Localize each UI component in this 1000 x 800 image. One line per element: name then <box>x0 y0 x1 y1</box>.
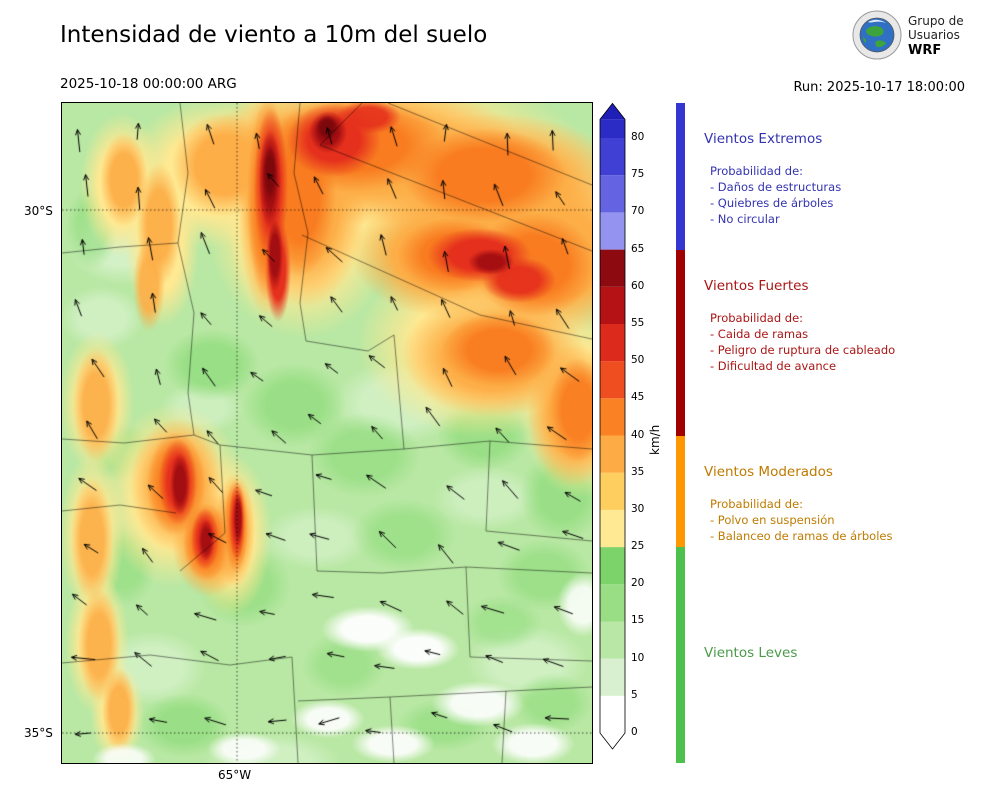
lon-label-65w: 65°W <box>218 768 252 782</box>
legend-prob-item: - Caida de ramas <box>710 326 809 341</box>
colorbar-outline <box>599 102 626 750</box>
legend-bar-fuertes <box>676 249 685 436</box>
colorbar-tick-label: 5 <box>631 688 638 701</box>
legend-bar-extremos <box>676 103 685 250</box>
colorbar-tick-label: 35 <box>631 465 645 478</box>
legend-prob-item: - Peligro de ruptura de cableado <box>710 342 896 357</box>
legend-label-moderados: Vientos Moderados <box>704 463 833 480</box>
colorbar-segment <box>600 398 625 436</box>
colorbar-segment <box>600 658 625 696</box>
legend-prob-item: - Daños de estructuras <box>710 180 842 194</box>
colorbar-tick-label: 80 <box>631 131 645 143</box>
legend-prob-item: - Balanceo de ramas de árboles <box>710 528 893 543</box>
legend-prob-item: - No circular <box>710 212 780 226</box>
legend-probabilities-moderados: Probabilidad de: - Polvo en suspensión - B… <box>710 496 892 544</box>
legend-prob-item: - Polvo en suspensión <box>710 512 835 527</box>
colorbar-tick-label: 15 <box>631 614 645 627</box>
legend-prob-item: - Quiebres de árboles <box>710 196 834 210</box>
model-run-label: Run: 2025-10-17 18:00:00 <box>793 80 965 95</box>
colorbar-segment <box>600 323 625 362</box>
valid-time-label: 2025-10-18 00:00:00 ARG <box>60 76 237 92</box>
legend-label-leves: Vientos Leves <box>704 645 798 662</box>
colorbar-segment <box>600 138 625 176</box>
colorbar-segment <box>600 361 625 399</box>
wind-map-canvas <box>61 102 593 764</box>
colorbar-segment <box>600 621 625 659</box>
legend-bar-moderados <box>676 435 685 548</box>
colorbar-segment <box>600 547 625 585</box>
colorbar-segment <box>600 695 625 733</box>
colorbar-segment <box>600 472 625 510</box>
legend-probabilities-extremos: Probabilidad de: - Daños de estructuras - … <box>710 163 841 227</box>
colorbar-extend-up-arrow <box>600 103 625 120</box>
colorbar-over-segment <box>600 119 625 138</box>
colorbar-segment <box>600 584 625 622</box>
legend-prob-item: - Dificultad de avance <box>710 358 837 373</box>
colorbar-tick-label: 30 <box>631 502 645 515</box>
colorbar-tick-label: 50 <box>631 354 645 367</box>
colorbar-tick-label: 20 <box>631 577 645 590</box>
colorbar-tick-label: 65 <box>631 242 645 255</box>
wrf-users-group-logo: Grupo de Usuarios WRF <box>852 8 992 64</box>
colorbar-tick-label: 70 <box>631 205 645 218</box>
logo-org-line1: Grupo de <box>908 14 964 28</box>
colorbar-tick-label: 60 <box>631 279 645 292</box>
colorbar-tick-label: 10 <box>631 651 645 664</box>
colorbar-segment <box>600 509 625 548</box>
legend-label-extremos: Vientos Extremos <box>704 131 823 147</box>
page-title: Intensidad de viento a 10m del suelo <box>60 22 488 48</box>
logo-org-line2: Usuarios <box>908 28 960 42</box>
colorbar-segment <box>600 435 625 473</box>
colorbar-tick-label: 45 <box>631 391 645 404</box>
legend-bar-leves <box>676 547 685 763</box>
lat-label-35s: 35°S <box>24 726 53 740</box>
colorbar-segment <box>600 249 625 287</box>
legend-label-fuertes: Vientos Fuertes <box>704 277 809 294</box>
colorbar-segment <box>600 286 625 324</box>
legend-probabilities-fuertes: Probabilidad de: - Caida de ramas - Peligr… <box>710 310 895 374</box>
legend-prob-label: Probabilidad de: <box>710 496 804 511</box>
colorbar-tick-label: 25 <box>631 540 645 553</box>
lat-label-30s: 30°S <box>24 204 53 218</box>
legend-prob-label: Probabilidad de: <box>710 310 804 325</box>
colorbar-extend-down-arrow <box>600 733 625 749</box>
colorbar-segment <box>600 175 625 213</box>
globe-icon <box>852 10 902 60</box>
colorbar-segment <box>600 212 625 250</box>
legend-prob-label: Probabilidad de: <box>710 164 804 178</box>
colorbar-tick-label: 75 <box>631 168 645 181</box>
colorbar-tick-label: 0 <box>631 726 638 738</box>
colorbar-tick-label: 55 <box>631 316 645 329</box>
logo-org-line3: WRF <box>908 43 942 58</box>
colorbar-tick-label: 40 <box>631 428 645 441</box>
